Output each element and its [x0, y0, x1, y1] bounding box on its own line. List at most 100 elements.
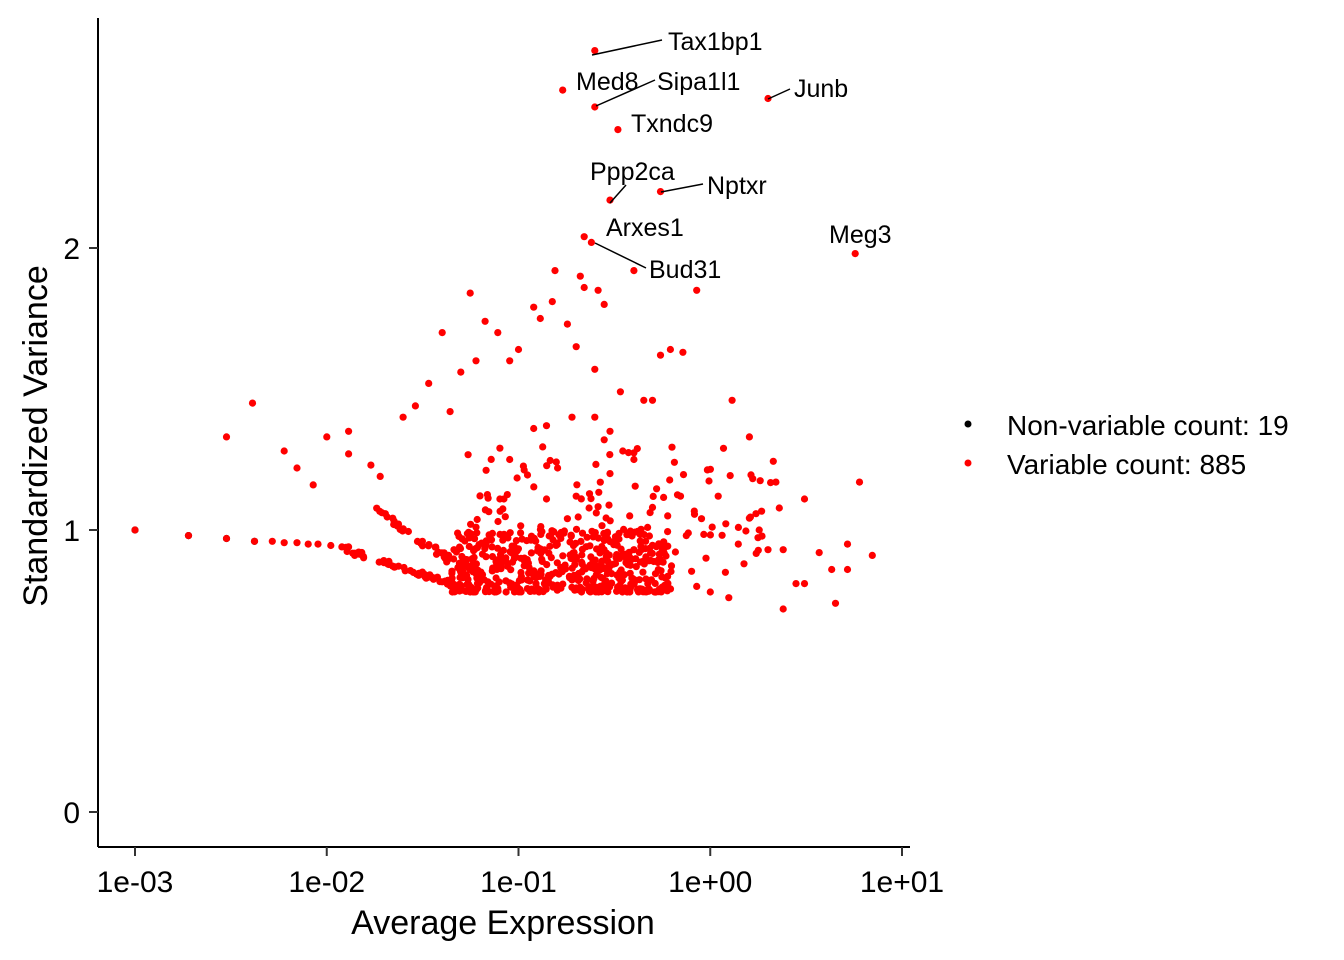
point-variable	[571, 561, 579, 569]
point-variable	[499, 536, 507, 544]
x-tick-label: 1e+00	[668, 866, 752, 899]
point-variable	[600, 436, 608, 444]
point-variable	[708, 523, 716, 531]
legend-key-nonvariable	[964, 420, 972, 428]
point-variable	[549, 583, 557, 591]
point-variable	[639, 568, 647, 576]
point-variable	[342, 543, 350, 552]
label-connector-junb	[767, 88, 791, 100]
point-variable	[697, 515, 706, 523]
point-variable	[464, 562, 472, 571]
label-connector-bud31	[594, 242, 647, 269]
point-variable	[815, 549, 823, 557]
gene-label-sipa1l1: Sipa1l1	[657, 68, 740, 96]
point-variable	[508, 549, 516, 557]
label-connector-tax1bp1	[591, 39, 663, 56]
point-variable	[268, 537, 276, 545]
point-variable	[458, 586, 466, 594]
point-variable	[520, 562, 528, 570]
point-variable	[577, 495, 585, 503]
point-variable	[131, 526, 139, 534]
point-variable	[667, 562, 676, 570]
point-variable	[537, 530, 545, 539]
point-labeled-gene	[630, 267, 638, 275]
point-variable	[728, 396, 736, 404]
point-variable	[443, 580, 451, 588]
point-variable	[378, 509, 386, 517]
y-tick-label: 1	[63, 515, 80, 548]
point-variable	[554, 464, 562, 472]
point-variable	[479, 576, 487, 584]
point-variable	[706, 531, 715, 539]
point-variable	[518, 535, 526, 543]
point-variable	[473, 529, 481, 537]
gene-label-meg3: Meg3	[829, 221, 892, 249]
point-variable	[616, 388, 625, 396]
point-variable	[413, 537, 422, 546]
point-variable	[537, 523, 545, 531]
point-variable	[411, 402, 419, 410]
point-variable	[597, 573, 605, 582]
point-variable	[438, 329, 446, 337]
point-variable	[624, 449, 633, 457]
point-variable	[673, 491, 682, 499]
point-variable	[474, 566, 482, 575]
point-variable	[304, 540, 312, 548]
point-variable	[424, 542, 433, 550]
point-variable	[542, 585, 550, 593]
point-variable	[645, 557, 653, 565]
point-variable	[626, 569, 634, 577]
point-variable	[594, 286, 602, 294]
label-connector-nptxr	[660, 183, 704, 193]
point-variable	[548, 298, 556, 306]
point-variable	[355, 550, 364, 558]
point-variable	[367, 461, 375, 469]
point-variable	[693, 286, 701, 294]
point-variable	[488, 553, 497, 561]
point-variable	[664, 579, 672, 588]
point-variable	[473, 515, 481, 524]
point-variable	[747, 471, 755, 479]
point-variable	[540, 546, 549, 554]
point-variable	[450, 555, 458, 563]
point-variable	[640, 531, 648, 539]
point-variable	[649, 492, 657, 500]
point-variable	[725, 594, 733, 602]
y-axis-title: Standardized Variance	[17, 265, 55, 606]
point-variable	[250, 537, 259, 545]
x-tick-label: 1e+01	[860, 866, 944, 899]
point-variable	[769, 457, 777, 465]
point-variable	[461, 555, 469, 563]
point-variable	[586, 542, 594, 550]
point-variable	[601, 535, 609, 543]
point-variable	[703, 466, 712, 474]
point-variable	[546, 542, 554, 550]
gene-label-txndc9: Txndc9	[631, 110, 713, 138]
point-variable	[465, 542, 473, 551]
point-labeled-gene	[656, 188, 665, 196]
point-variable	[532, 580, 540, 588]
point-variable	[532, 537, 540, 545]
point-variable	[385, 557, 393, 566]
point-variable	[628, 555, 636, 563]
point-variable	[855, 478, 864, 486]
point-variable	[578, 585, 586, 593]
point-variable	[572, 525, 581, 533]
point-variable	[544, 576, 552, 584]
point-variable	[517, 522, 525, 530]
point-variable	[502, 558, 510, 566]
point-variable	[700, 530, 708, 539]
point-variable	[487, 580, 495, 588]
point-variable	[589, 533, 597, 541]
point-variable	[557, 534, 565, 543]
point-variable	[523, 576, 532, 584]
point-variable	[843, 540, 852, 548]
point-variable	[542, 495, 551, 503]
point-variable	[473, 544, 481, 552]
point-variable	[734, 540, 742, 548]
gene-label-bud31: Bud31	[649, 256, 721, 284]
gene-label-tax1bp1: Tax1bp1	[668, 28, 763, 56]
point-variable	[618, 588, 627, 596]
point-variable	[444, 554, 452, 562]
